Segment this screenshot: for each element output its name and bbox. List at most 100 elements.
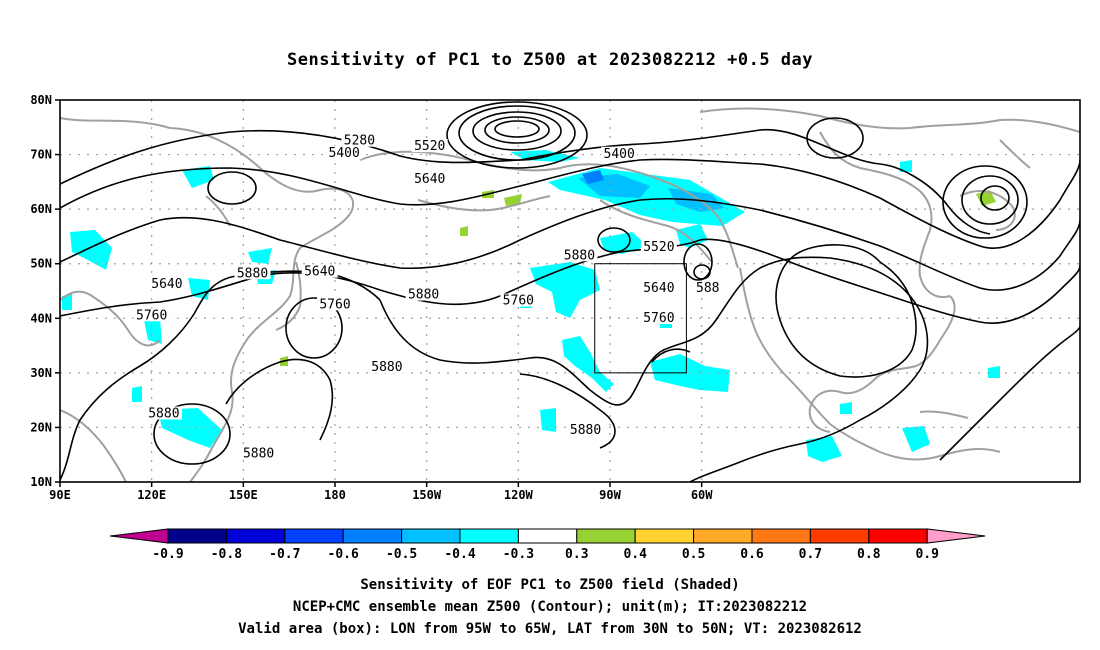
lat-label: 40N xyxy=(30,311,52,325)
contour-label: 5640 xyxy=(304,265,335,280)
contour-label-bg xyxy=(240,446,277,460)
colorbar-swatch xyxy=(576,528,636,544)
contour-label: 5640 xyxy=(414,172,445,187)
contour-label-bg xyxy=(368,360,405,374)
contour-label-bg xyxy=(301,264,338,278)
shade-cyan-patch xyxy=(676,224,708,248)
shade-cyan-patch xyxy=(182,166,214,188)
colorbar-label: -0.9 xyxy=(152,547,183,562)
caption-line-2: NCEP+CMC ensemble mean Z500 (Contour); u… xyxy=(292,599,808,615)
coastlines xyxy=(60,107,1080,482)
contour-5280-ring xyxy=(484,116,550,144)
coastline xyxy=(808,389,841,433)
colorbar-label: 0.8 xyxy=(857,547,881,562)
colorbar-swatch xyxy=(167,528,227,544)
colorbar-swatch xyxy=(693,528,753,544)
z500-contours xyxy=(60,101,1080,482)
lon-label: 120E xyxy=(137,488,166,502)
colorbar-high-extend xyxy=(926,528,986,544)
colorbar-label: -0.6 xyxy=(328,547,359,562)
contour-5400 xyxy=(60,128,991,235)
colorbar-swatch xyxy=(459,528,519,544)
caption-line-3: Valid area (box): LON from 95W to 65W, L… xyxy=(238,621,862,637)
lon-label: 150E xyxy=(229,488,258,502)
lat-label: 30N xyxy=(30,366,52,380)
colorbar-swatch xyxy=(868,528,928,544)
lat-label: 20N xyxy=(30,420,52,434)
colorbar: -0.9 -0.8 -0.7 -0.6 -0.5 -0.4 -0.3 0.3 0.4 0.5 0.6… xyxy=(109,528,986,562)
contour-label: 5880 xyxy=(237,266,268,281)
contour-5280-ring xyxy=(446,101,588,169)
contour-label-bg xyxy=(317,297,353,311)
contour-5880 xyxy=(225,358,334,441)
contour-label: 5640 xyxy=(643,281,674,296)
contour-label-bg xyxy=(341,133,378,147)
colorbar-low-extend xyxy=(109,528,169,544)
contour-5880 xyxy=(689,419,861,482)
coastline xyxy=(417,195,551,212)
contour-label: 5880 xyxy=(570,423,601,438)
contour-label: 5880 xyxy=(148,407,179,422)
coastline xyxy=(839,295,956,395)
colorbar-swatch xyxy=(517,528,578,544)
colorbar-label: -0.5 xyxy=(386,547,417,562)
caption-line-1: Sensitivity of EOF PC1 to Z500 field (Sh… xyxy=(360,577,740,593)
coastline xyxy=(359,150,739,269)
shade-cyan-patch xyxy=(548,168,745,226)
contour-label: 5760 xyxy=(319,297,350,312)
contour-label-bg xyxy=(601,146,638,160)
shade-cyan-patch xyxy=(132,386,142,402)
contour-ring xyxy=(980,185,1010,211)
contour-ring xyxy=(153,403,231,465)
lon-label: 90E xyxy=(49,488,71,502)
contour-label: 5760 xyxy=(136,308,167,323)
lat-label: 80N xyxy=(30,93,52,107)
shade-cyan-patch xyxy=(188,278,210,300)
coastline xyxy=(60,117,355,482)
contour-5880 xyxy=(939,325,1080,461)
contour-ring xyxy=(207,171,257,205)
contour-label-bg xyxy=(640,240,677,254)
contour-label-bg xyxy=(133,308,170,322)
contour-ring xyxy=(961,175,1019,225)
lon-label: 150W xyxy=(412,488,442,502)
contour-5640 xyxy=(60,197,1080,291)
colorbar-label: 0.3 xyxy=(565,547,588,562)
coastline xyxy=(60,409,127,482)
contour-5880 xyxy=(379,256,929,421)
colorbar-swatch xyxy=(284,528,344,544)
contour-label-bg xyxy=(405,287,442,301)
shade-cyan-patch xyxy=(902,426,930,452)
contour-label-bg xyxy=(693,281,722,294)
shade-cyan-patch xyxy=(144,318,162,344)
caption: Sensitivity of EOF PC1 to Z500 field (Sh… xyxy=(0,574,1100,640)
contour-ring xyxy=(942,165,1028,239)
colorbar-swatch xyxy=(401,528,461,544)
contour-5280-ring xyxy=(472,111,562,151)
coastline xyxy=(739,267,881,453)
contour-label: 5520 xyxy=(643,240,674,255)
lat-label: 70N xyxy=(30,148,52,162)
contour-label: 5880 xyxy=(408,288,439,303)
contour-label: 5400 xyxy=(329,146,360,161)
colorbar-swatch xyxy=(751,528,811,544)
coastline xyxy=(699,107,1080,133)
shade-cyan-patch xyxy=(600,232,648,254)
colorbar-label: -0.4 xyxy=(444,547,475,562)
lat-label: 60N xyxy=(30,202,52,216)
contour-label-bg xyxy=(500,293,537,307)
colorbar-swatch xyxy=(809,528,870,544)
colorbar-label: 0.4 xyxy=(623,547,647,562)
contour-label-bg xyxy=(234,266,271,280)
colorbar-label: 0.9 xyxy=(915,547,938,562)
contour-ring xyxy=(597,227,631,253)
coastline xyxy=(879,448,1001,461)
contour-label: 5640 xyxy=(151,277,182,292)
shade-cyan-patch xyxy=(988,366,1000,378)
contour-label: 588 xyxy=(696,281,719,296)
coastline xyxy=(275,261,302,331)
contour-label-bg xyxy=(640,281,677,294)
contour-label: 5880 xyxy=(564,248,595,263)
contour-label: 5400 xyxy=(604,147,635,162)
